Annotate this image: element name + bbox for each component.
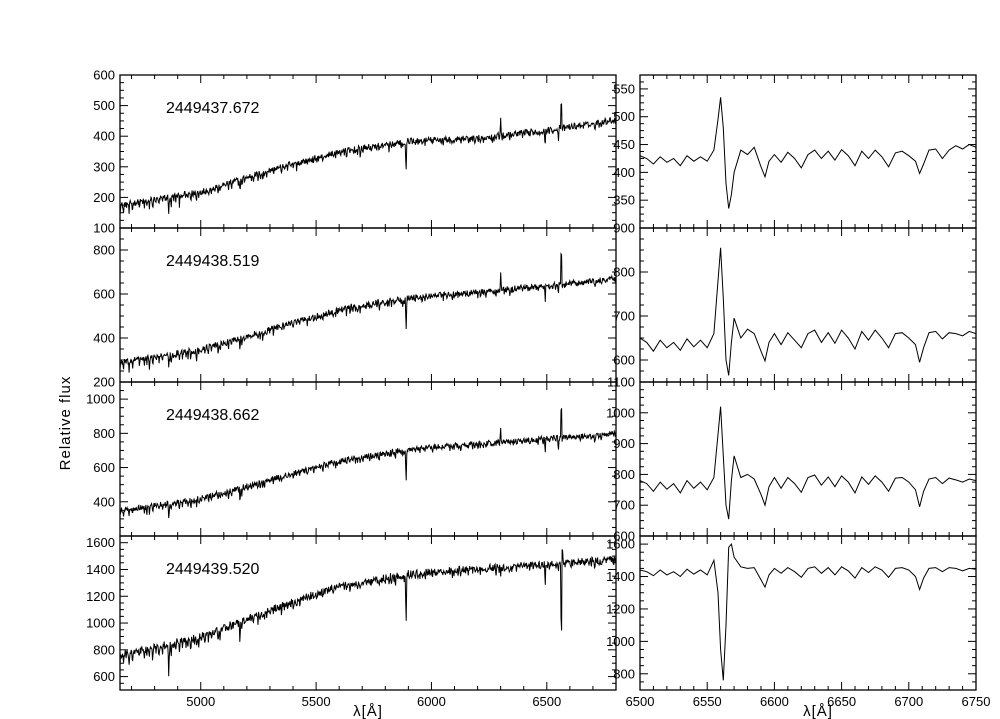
spectrum-line-right-3	[640, 542, 976, 681]
y-tick-label-left-0-100: 100	[93, 221, 115, 236]
panel-left-1: 200 400 600 800 2449438.519	[93, 227, 617, 390]
panel-right-3: 6500 6550 6600 6650 6700 6750 800 1000 1200 1400 1…	[606, 535, 991, 709]
x-tick-label-left-6000: 6000	[417, 694, 446, 709]
spectrum-line-right-0	[640, 97, 976, 209]
y-tick-label-right-1-700: 700	[613, 309, 635, 324]
y-tick-label-right-0-400: 400	[613, 165, 635, 180]
panel-left-0: 100 200 300 400 500 600 2449437.672	[93, 68, 617, 236]
y-tick-label-left-0-600: 600	[93, 68, 115, 83]
panel-left-2: 400 600 800 1000 2449438.662	[86, 381, 617, 537]
x-axis-label-left: λ[Å]	[353, 703, 383, 719]
y-tick-label-right-2-600: 600	[613, 529, 635, 544]
y-tick-label-right-2-900: 900	[613, 436, 635, 451]
y-tick-label-left-3-1600: 1600	[86, 535, 115, 550]
y-tick-label-left-1-400: 400	[93, 331, 115, 346]
panel-right-1: 600 700 800 900	[613, 221, 977, 383]
y-tick-label-right-3-1600: 1600	[606, 537, 635, 552]
panel-left-3: 5000 5500 6000 6500 600 800 1000 1200 1400 1600 24…	[86, 535, 617, 709]
y-tick-label-right-0-350: 350	[613, 193, 635, 208]
spectrum-line-left-1	[120, 252, 616, 373]
x-tick-label-left-6500: 6500	[532, 694, 561, 709]
y-axis-label: Relative flux	[57, 376, 74, 471]
y-tick-label-right-3-800: 800	[613, 666, 635, 681]
y-tick-label-left-1-200: 200	[93, 375, 115, 390]
y-tick-label-left-0-400: 400	[93, 129, 115, 144]
panel-date-2: 2449438.662	[166, 407, 260, 424]
x-tick-label-right-6500: 6500	[626, 694, 655, 709]
y-tick-label-right-3-1400: 1400	[606, 569, 635, 584]
spectrum-line-left-0	[120, 103, 616, 215]
spectrum-line-left-2	[120, 408, 616, 519]
spectrum-line-right-1	[640, 247, 976, 376]
y-tick-label-right-2-700: 700	[613, 498, 635, 513]
y-tick-label-left-0-500: 500	[93, 98, 115, 113]
y-tick-label-left-3-1200: 1200	[86, 589, 115, 604]
y-tick-label-right-0-450: 450	[613, 137, 635, 152]
panel-frame-right-2	[639, 381, 977, 537]
y-tick-label-left-1-800: 800	[93, 243, 115, 258]
y-tick-label-left-3-1000: 1000	[86, 616, 115, 631]
y-tick-label-left-0-300: 300	[93, 159, 115, 174]
y-tick-label-right-2-1100: 1100	[607, 375, 635, 390]
y-tick-label-right-3-1000: 1000	[606, 634, 635, 649]
y-tick-label-left-3-1400: 1400	[86, 562, 115, 577]
x-tick-label-right-6700: 6700	[894, 694, 923, 709]
y-tick-label-right-2-800: 800	[613, 467, 635, 482]
x-tick-label-right-6750: 6750	[962, 694, 991, 709]
y-tick-label-right-0-550: 550	[613, 81, 635, 96]
x-tick-label-right-6650: 6650	[827, 694, 856, 709]
x-tick-label-left-5000: 5000	[186, 694, 215, 709]
y-tick-label-left-3-800: 800	[93, 642, 115, 657]
panel-date-3: 2449439.520	[166, 561, 260, 578]
spectrum-line-right-2	[640, 406, 976, 520]
y-tick-label-left-2-1000: 1000	[86, 392, 115, 407]
y-tick-label-left-1-600: 600	[93, 287, 115, 302]
panel-frame-left-3	[119, 535, 617, 691]
y-tick-label-right-0-500: 500	[613, 109, 635, 124]
panel-frame-right-3	[639, 535, 977, 691]
panel-date-1: 2449438.519	[166, 253, 260, 270]
x-axis-label-right: λ[Å]	[803, 703, 833, 719]
x-tick-label-left-5500: 5500	[302, 694, 331, 709]
panel-frame-right-1	[639, 227, 977, 383]
x-tick-label-right-6600: 6600	[760, 694, 789, 709]
y-tick-label-right-1-600: 600	[613, 353, 635, 368]
panel-date-0: 2449437.672	[166, 100, 260, 117]
panel-right-2: 600 700 800 900 1000 1100	[606, 375, 977, 544]
y-tick-label-right-2-1000: 1000	[606, 405, 635, 420]
x-tick-label-right-6550: 6550	[693, 694, 722, 709]
y-tick-label-left-2-600: 600	[93, 460, 115, 475]
panel-frame-right-0	[639, 74, 977, 229]
y-tick-label-left-2-800: 800	[93, 426, 115, 441]
y-tick-label-left-2-400: 400	[93, 494, 115, 509]
y-tick-label-left-3-600: 600	[93, 669, 115, 684]
y-tick-label-right-3-1200: 1200	[606, 601, 635, 616]
y-tick-label-right-1-900: 900	[613, 221, 635, 236]
panel-frame-left-0	[119, 74, 617, 229]
spectrum-line-left-3	[120, 549, 616, 677]
y-tick-label-left-0-200: 200	[93, 190, 115, 205]
y-tick-label-right-1-800: 800	[613, 265, 635, 280]
panel-right-0: 350 400 450 500 550	[613, 74, 977, 229]
